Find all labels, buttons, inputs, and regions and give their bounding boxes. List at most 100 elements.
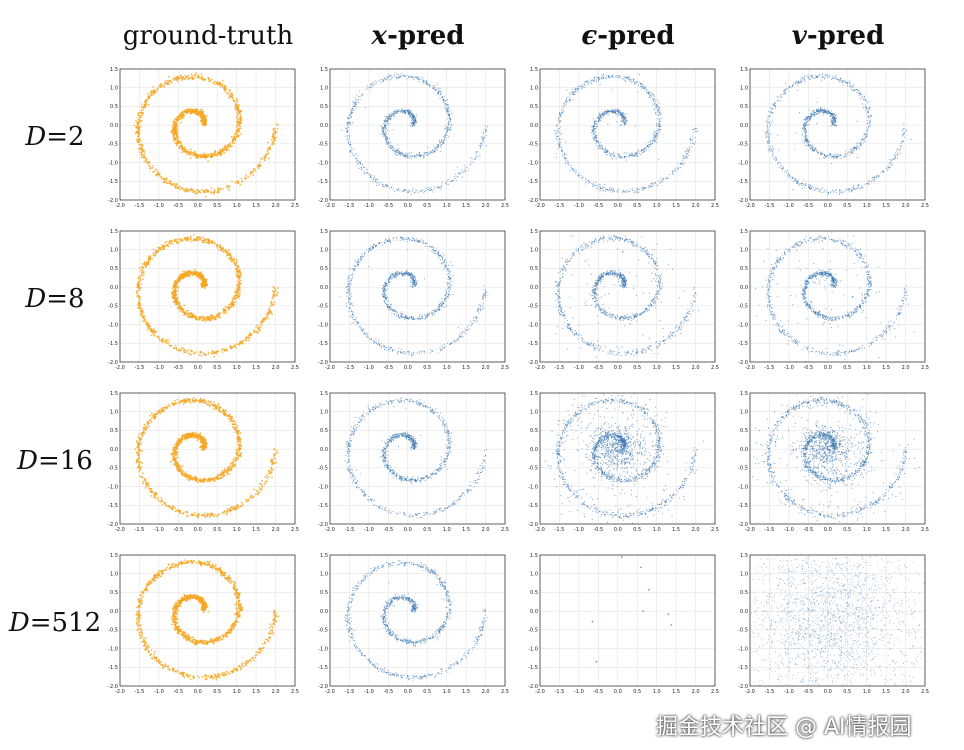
data-point [653, 99, 655, 101]
data-point [823, 110, 825, 113]
data-point [769, 124, 771, 126]
data-point [266, 150, 269, 152]
data-point [598, 145, 600, 147]
data-point [629, 81, 631, 83]
data-point [264, 155, 267, 158]
data-point [386, 129, 389, 131]
data-point [836, 192, 838, 194]
y-tick-label: -1.0 [108, 322, 118, 328]
data-point [802, 128, 804, 130]
data-point [577, 174, 579, 176]
data-point [559, 126, 561, 128]
data-point [475, 152, 477, 154]
data-point [217, 189, 220, 191]
data-point [789, 175, 792, 177]
points [135, 234, 279, 358]
data-point [373, 177, 375, 179]
data-point [641, 187, 643, 190]
data-point [202, 154, 205, 157]
data-point [816, 76, 819, 79]
data-point [621, 120, 623, 122]
data-point [557, 117, 559, 119]
data-point [602, 147, 604, 149]
data-point [660, 179, 662, 182]
data-point [813, 113, 815, 115]
data-point [383, 79, 385, 81]
data-point [595, 125, 597, 128]
data-point [211, 78, 214, 81]
data-point [694, 131, 696, 133]
data-point [380, 125, 382, 127]
data-point [659, 128, 661, 130]
data-point [840, 154, 842, 156]
data-point [457, 166, 459, 168]
data-point [772, 147, 774, 149]
data-point [440, 145, 442, 148]
data-point [430, 187, 432, 189]
data-point [797, 81, 799, 83]
data-point [832, 123, 834, 125]
data-point [821, 76, 823, 78]
data-point [470, 163, 472, 165]
data-point [810, 144, 812, 147]
data-point [617, 77, 619, 79]
data-point [375, 178, 378, 181]
x-tick-label: -1.0 [364, 203, 374, 209]
x-tick-label: -1.0 [574, 203, 584, 209]
data-point [408, 190, 410, 192]
data-point [427, 154, 429, 156]
data-point [423, 157, 425, 159]
data-point [787, 173, 789, 175]
data-point [377, 178, 379, 180]
data-point [802, 79, 804, 81]
data-point [445, 133, 447, 135]
data-point [410, 122, 413, 125]
data-point [633, 155, 635, 157]
data-point [864, 104, 867, 106]
data-point [562, 154, 564, 156]
data-point [237, 128, 240, 131]
data-point [605, 77, 607, 79]
data-point [477, 155, 479, 157]
data-point [135, 119, 137, 122]
data-point [682, 162, 684, 164]
data-point [805, 74, 807, 77]
y-tick-label: -2.0 [738, 198, 748, 204]
x-tick-label: -1.0 [154, 365, 164, 371]
data-point [653, 104, 655, 106]
data-point [772, 155, 774, 157]
data-point [630, 152, 632, 154]
data-point [175, 143, 178, 145]
data-point [403, 109, 405, 111]
data-point [844, 155, 846, 157]
data-point [686, 156, 688, 158]
data-point [440, 144, 442, 146]
data-point [654, 182, 656, 184]
data-point [819, 109, 821, 111]
data-point [821, 109, 823, 111]
data-point [609, 153, 611, 155]
data-point [659, 117, 661, 119]
data-point [810, 116, 812, 118]
data-point [868, 107, 870, 109]
data-point [687, 151, 689, 153]
data-point [193, 191, 195, 194]
data-point [413, 122, 415, 124]
data-point [210, 187, 213, 190]
data-point [146, 92, 149, 95]
data-point [234, 109, 237, 111]
data-point [602, 78, 604, 80]
data-point [853, 146, 855, 148]
row-label: D=2 [0, 122, 110, 152]
data-point [247, 176, 250, 178]
data-point [575, 91, 577, 93]
data-point [858, 142, 860, 144]
data-point [449, 110, 451, 112]
data-point [398, 189, 400, 191]
data-point [616, 121, 618, 123]
data-point [403, 111, 405, 114]
data-point [384, 121, 386, 123]
data-point [419, 190, 421, 192]
data-point [208, 77, 210, 79]
data-point [267, 141, 269, 144]
